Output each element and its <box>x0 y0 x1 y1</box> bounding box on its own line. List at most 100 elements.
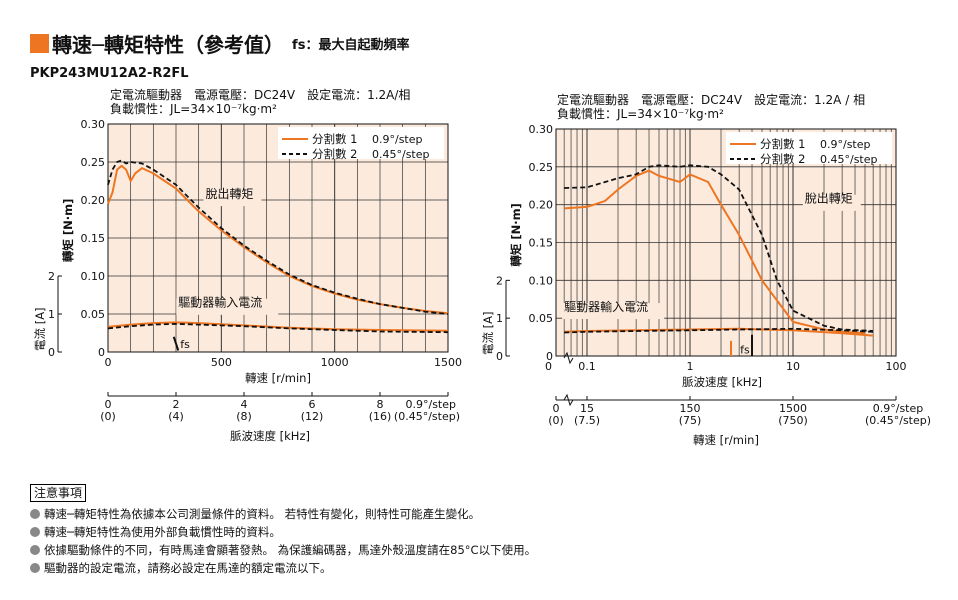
right-y-tick-label: 0 <box>546 350 553 363</box>
right-secondary-tick-label: 15 <box>580 402 594 415</box>
right-driver-current-label: 驅動器輸入電流 <box>564 299 648 314</box>
left-plot-frame <box>107 123 449 353</box>
right-secondary-tick-label: 0 <box>553 402 560 415</box>
left-pullout-label: 脫出轉矩 <box>205 186 253 201</box>
left-secondary-tick-label: 0 <box>105 398 112 411</box>
left-current-tick-label: 1 <box>48 308 55 321</box>
right-y-tick-label: 0.25 <box>529 161 554 174</box>
left-secondary-tick-label: 8 <box>377 398 384 411</box>
left-x-tick-label: 1000 <box>321 356 349 369</box>
left-secondary-tick-label-half: (0) <box>100 410 116 423</box>
right-y-tick-label: 0.30 <box>529 123 554 136</box>
note-item: 轉速─轉矩特性為使用外部負載慣性時的資料。 <box>30 523 536 541</box>
left-x-tick-label: 500 <box>211 356 232 369</box>
header: 轉速─轉矩特性（參考值） fs：最大自起動頻率 <box>30 30 410 57</box>
notes-title: 注意事項 <box>30 484 87 502</box>
left-current-tick-label: 0 <box>48 346 55 359</box>
right-series-line <box>564 169 866 335</box>
fs-note: fs：最大自起動頻率 <box>292 37 410 53</box>
left-series-line <box>107 321 449 332</box>
left-y-tick-label: 0.15 <box>81 232 106 245</box>
right-pullout-label: 脫出轉矩 <box>805 191 853 206</box>
left-y-tick-label: 0 <box>98 346 105 359</box>
right-legend-step: 0.45°/step <box>820 153 878 166</box>
left-secondary-tick-label-half: (8) <box>236 410 252 423</box>
right-secondary-tick-label-half: (75) <box>679 414 702 427</box>
left-annot-bg <box>203 190 262 207</box>
right-y-axis-label: 轉矩 [N·m] <box>509 203 523 267</box>
right-secondary-tick-label-half: (0) <box>548 414 564 427</box>
right-series-line <box>564 327 874 337</box>
left-secondary-tick-label-half: (4) <box>168 410 184 423</box>
accent-square <box>30 33 49 53</box>
left-legend-label: 分割數 2 <box>312 147 357 161</box>
right-secondary-tick-label: 1500 <box>779 402 807 415</box>
bullet-icon <box>30 509 40 519</box>
left-y-tick-label: 0.05 <box>81 308 106 321</box>
left-condition-line2: 負載慣性：JL=34×10⁻⁷kg·m² <box>110 102 277 116</box>
left-annot-bg <box>176 298 279 315</box>
right-annot-bg <box>802 194 861 211</box>
left-x-tick-label: 1500 <box>434 356 462 369</box>
left-conditions: 定電流驅動器 電源電壓：DC24V 設定電流：1.2A/相 負載慣性：JL=34… <box>110 88 410 116</box>
right-secondary-tick-label: 150 <box>680 402 701 415</box>
note-text: 轉速─轉矩特性為使用外部負載慣性時的資料。 <box>44 525 281 539</box>
left-secondary-end-label: 0.9°/step <box>406 398 457 411</box>
left-y-axis-label: 轉矩 [N·m] <box>61 199 75 263</box>
bullet-icon <box>30 563 40 573</box>
right-plot-frame <box>555 128 897 357</box>
left-current-axis-label: 電流 [A] <box>33 307 47 351</box>
note-text: 轉速─轉矩特性為依據本公司測量條件的資料。 若特性有變化，則特性可能產生變化。 <box>44 507 481 521</box>
right-x-tick-label: 0 <box>545 360 552 373</box>
right-legend-label: 分割數 1 <box>760 137 805 151</box>
left-secondary-tick-label: 6 <box>309 398 316 411</box>
right-current-tick-label: 0 <box>496 350 503 363</box>
bullet-icon <box>30 527 40 537</box>
left-y-tick-label: 0.20 <box>81 194 106 207</box>
right-y-tick-label: 0.15 <box>529 237 554 250</box>
left-secondary-tick-label: 4 <box>241 398 248 411</box>
right-axis-break-icon <box>563 393 574 407</box>
right-x-tick-label: 0.1 <box>578 360 596 373</box>
right-current-axis-label: 電流 [A] <box>481 312 495 356</box>
notes-section: 注意事項 轉速─轉矩特性為依據本公司測量條件的資料。 若特性有變化，則特性可能產… <box>30 484 536 577</box>
right-conditions: 定電流驅動器 電源電壓：DC24V 設定電流：1.2A / 相 負載慣性：JL=… <box>557 93 865 121</box>
left-series-line <box>107 159 449 315</box>
right-secondary-axis-label: 轉速 [r/min] <box>693 433 759 447</box>
left-legend-label: 分割數 1 <box>312 132 357 146</box>
left-legend-step: 0.45°/step <box>372 148 430 161</box>
note-item: 依據驅動條件的不同，有時馬達會顯著發熱。 為保護編碼器，馬達外殼溫度請在85°C… <box>30 541 536 559</box>
right-current-tick-label: 1 <box>496 312 503 325</box>
left-y-tick-label: 0.10 <box>81 270 106 283</box>
right-y-tick-label: 0.10 <box>529 274 554 287</box>
right-x-tick-label: 100 <box>886 360 907 373</box>
left-fs-marker <box>172 336 180 351</box>
left-current-tick-label: 2 <box>48 270 55 283</box>
right-x-axis-label: 脈波速度 [kHz] <box>682 375 762 389</box>
right-secondary-end-label-half: (0.45°/step) <box>865 414 931 427</box>
bullet-icon <box>30 545 40 555</box>
right-current-tick-label: 2 <box>496 274 503 287</box>
note-item: 驅動器的設定電流，請務必設定在馬達的額定電流以下。 <box>30 559 536 577</box>
left-x-axis-label: 轉速 [r/min] <box>245 371 311 385</box>
right-y-tick-label: 0.20 <box>529 199 554 212</box>
right-condition-line2: 負載慣性：JL=34×10⁻⁷kg·m² <box>557 107 724 121</box>
left-series-line <box>107 322 449 334</box>
right-axis-break-icon <box>563 351 574 365</box>
left-legend-step: 0.9°/step <box>372 133 423 146</box>
right-x-tick-label: 10 <box>786 360 800 373</box>
left-fs-label: fs <box>180 338 190 351</box>
right-y-tick-label: 0.05 <box>529 312 554 325</box>
left-driver-current-label: 驅動器輸入電流 <box>178 295 262 310</box>
right-legend-label: 分割數 2 <box>760 152 805 166</box>
right-secondary-tick-label-half: (750) <box>778 414 808 427</box>
right-x-tick-label: 1 <box>687 360 694 373</box>
left-secondary-end-label-half: (0.45°/step) <box>394 410 460 423</box>
left-y-tick-label: 0.30 <box>81 118 106 131</box>
right-fs-label: fs <box>740 344 750 357</box>
right-annot-bg <box>562 303 665 320</box>
right-secondary-end-label: 0.9°/step <box>873 402 924 415</box>
left-x-tick-label: 0 <box>105 356 112 369</box>
left-condition-line1: 定電流驅動器 電源電壓：DC24V 設定電流：1.2A/相 <box>110 88 411 102</box>
